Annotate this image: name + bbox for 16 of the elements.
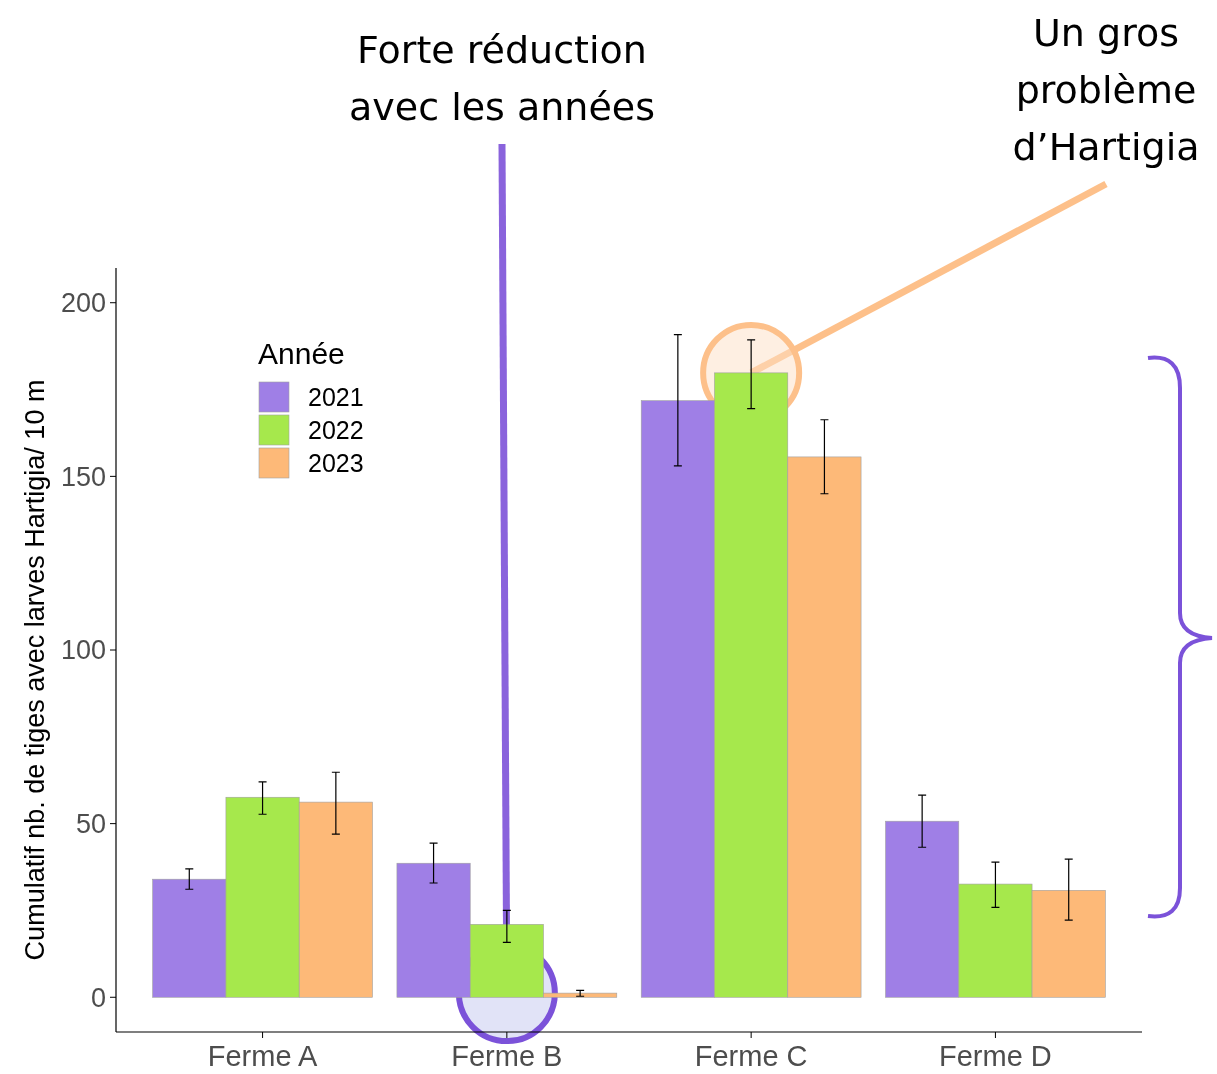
y-tick-label: 50	[75, 809, 106, 840]
legend-title: Année	[258, 336, 345, 370]
x-tick-label: Ferme B	[451, 1040, 563, 1072]
x-tick-label: Ferme D	[939, 1040, 1052, 1072]
legend-label: 2023	[308, 448, 364, 477]
y-axis-title: Cumulatif nb. de tiges avec larves Hartigia/ 10 m	[20, 379, 50, 961]
x-tick-label: Ferme A	[207, 1040, 319, 1072]
annotation: Forte réduction avec les années	[349, 28, 655, 130]
legend-label: 2022	[308, 415, 364, 444]
legend-label: 2021	[308, 382, 364, 411]
y-tick-label: 100	[60, 635, 106, 666]
x-tick-label: Ferme C	[694, 1040, 808, 1072]
y-tick-label: 0	[90, 982, 106, 1013]
y-tick-label: 200	[60, 288, 106, 319]
annotation: Un gros problème d’Hartigia	[1012, 11, 1200, 170]
y-tick-label: 150	[60, 461, 106, 492]
